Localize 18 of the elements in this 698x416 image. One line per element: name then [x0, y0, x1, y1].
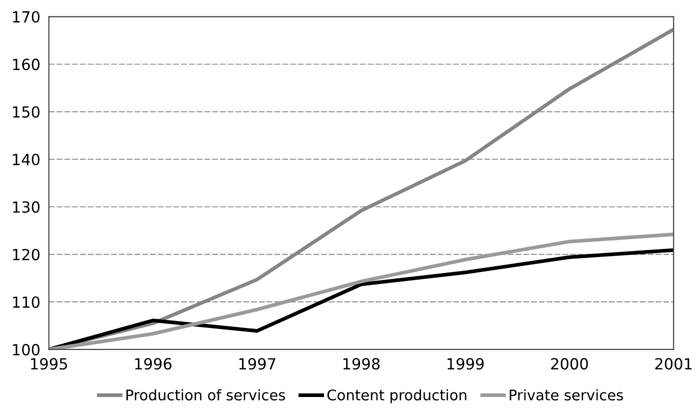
- x-tick-label: 2000: [551, 358, 588, 370]
- y-tick-label: 120: [13, 248, 40, 260]
- x-tick-label: 1999: [448, 358, 484, 370]
- y-tick-label: 170: [13, 11, 40, 23]
- legend-label: Private services: [510, 389, 623, 400]
- y-tick-label: 140: [13, 154, 40, 166]
- legend-label: Content production: [327, 389, 466, 404]
- legend-label: Production of services: [126, 389, 286, 400]
- y-tick-label: 150: [13, 106, 40, 118]
- x-tick-label: 1995: [31, 358, 67, 370]
- x-tick-label: 1998: [343, 358, 380, 370]
- x-tick-label: 1996: [135, 358, 172, 370]
- x-tick-label: 2001: [655, 358, 692, 370]
- y-tick-label: 100: [13, 344, 40, 356]
- x-tick-label: 1997: [239, 358, 276, 370]
- y-tick-label: 160: [13, 58, 40, 70]
- y-tick-label: 110: [13, 296, 40, 308]
- y-tick-label: 130: [13, 201, 40, 213]
